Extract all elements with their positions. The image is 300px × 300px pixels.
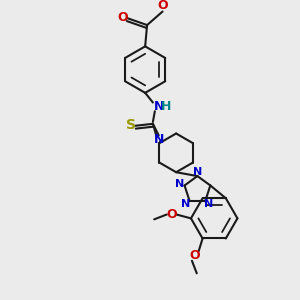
Text: O: O bbox=[166, 208, 177, 221]
Text: N: N bbox=[182, 199, 190, 209]
Text: N: N bbox=[204, 199, 214, 209]
Text: S: S bbox=[126, 118, 136, 132]
Text: O: O bbox=[118, 11, 128, 24]
Text: O: O bbox=[157, 0, 168, 12]
Text: N: N bbox=[175, 179, 184, 189]
Text: H: H bbox=[161, 100, 172, 113]
Text: N: N bbox=[154, 133, 164, 146]
Text: N: N bbox=[154, 100, 164, 113]
Text: O: O bbox=[190, 249, 200, 262]
Text: N: N bbox=[193, 167, 202, 177]
